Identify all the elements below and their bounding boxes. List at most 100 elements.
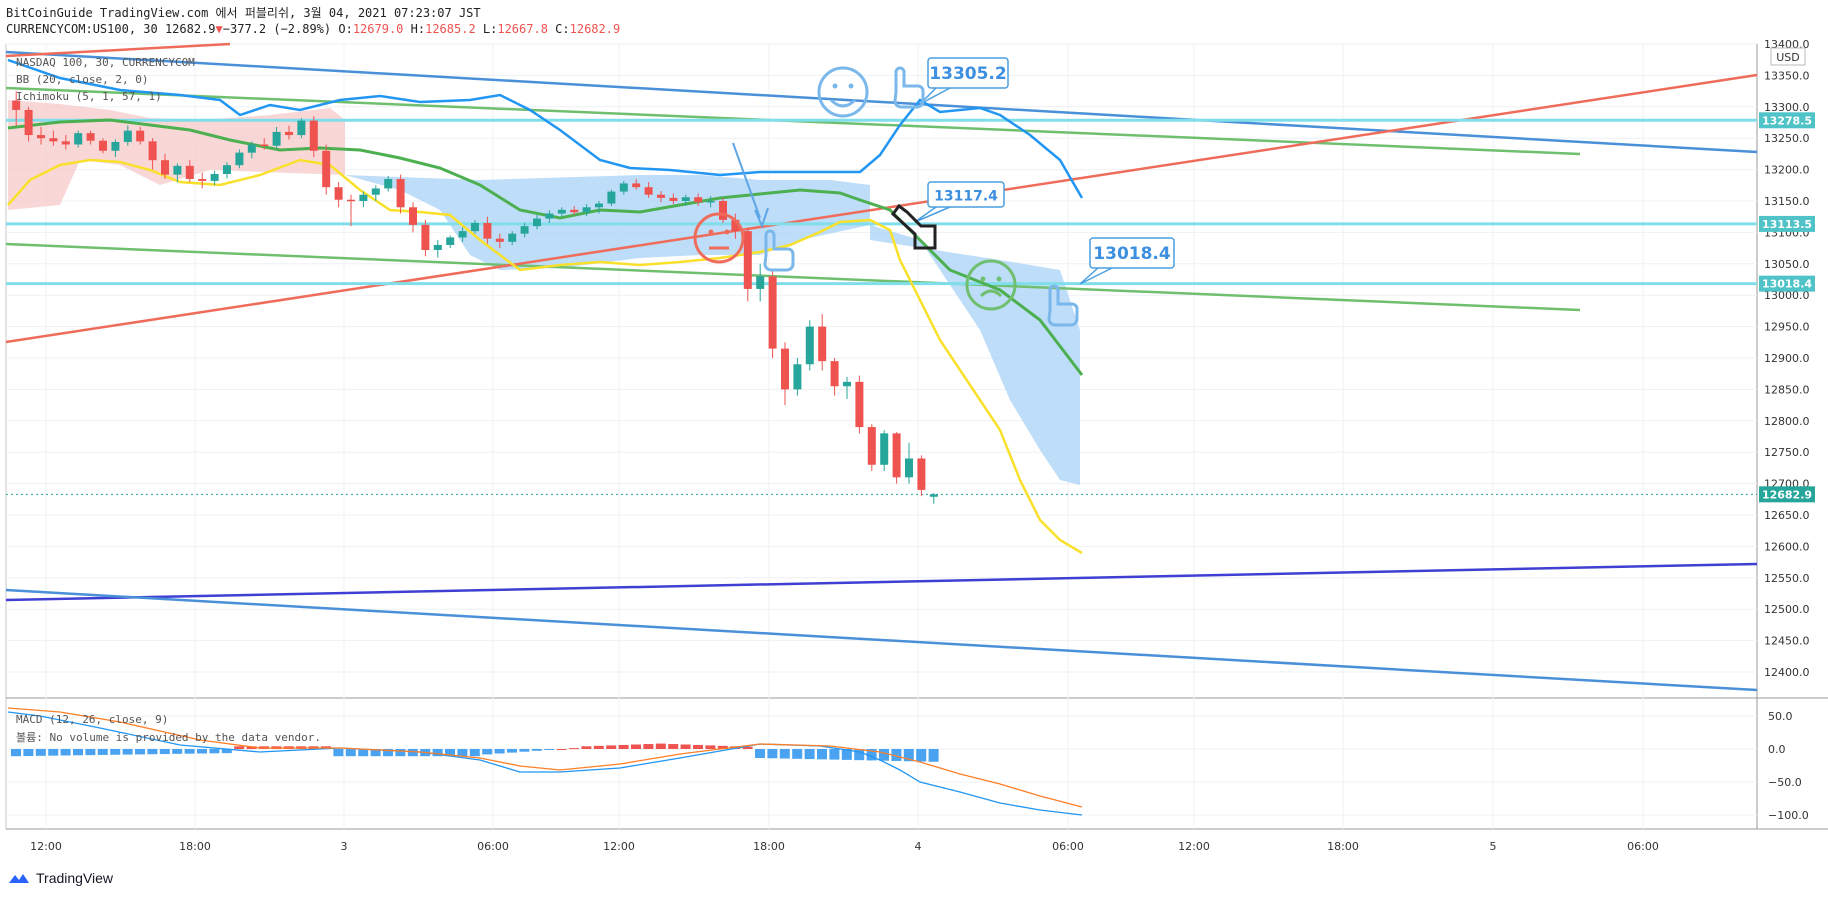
pointing-hand-icon bbox=[763, 229, 795, 272]
macd-histogram-bar bbox=[60, 749, 71, 756]
macd-histogram-bar bbox=[345, 749, 356, 757]
macd-histogram-bar bbox=[916, 749, 927, 762]
candle-body bbox=[24, 109, 33, 136]
tradingview-brand[interactable]: TradingView bbox=[8, 870, 113, 886]
low-label: L: bbox=[482, 22, 498, 36]
candle-body bbox=[607, 191, 616, 204]
candle-body bbox=[508, 233, 517, 242]
macd-histogram-bar bbox=[693, 744, 703, 749]
macd-histogram-bar bbox=[829, 749, 840, 760]
candle-body bbox=[694, 197, 703, 203]
macd-histogram-bar bbox=[593, 745, 604, 749]
legend-macd[interactable]: MACD (12, 26, close, 9) bbox=[16, 713, 169, 726]
candle-body bbox=[99, 140, 107, 151]
macd-histogram-bar bbox=[383, 749, 393, 757]
candle-body bbox=[917, 458, 926, 490]
macd-histogram-bar bbox=[172, 749, 183, 754]
high-value: 12685.2 bbox=[425, 22, 476, 36]
macd-histogram-bar bbox=[469, 749, 480, 757]
macd-histogram-bar bbox=[135, 749, 145, 755]
candle-body bbox=[272, 131, 281, 146]
price-label-text: 12682.9 bbox=[1762, 488, 1812, 501]
trendline-green-lower bbox=[5, 242, 1581, 312]
candle-body bbox=[719, 201, 727, 220]
callout-box bbox=[927, 181, 1005, 208]
macd-histogram-bar bbox=[556, 749, 567, 750]
macd-histogram-bar bbox=[23, 749, 34, 757]
candle-body bbox=[161, 160, 169, 175]
price-label-text: 13018.4 bbox=[1762, 278, 1812, 291]
candle-body bbox=[458, 231, 467, 238]
price-tick-label: 12800.0 bbox=[1764, 415, 1810, 428]
black-hand-icon bbox=[890, 203, 937, 250]
currency-box bbox=[1770, 47, 1806, 66]
candle-body bbox=[768, 276, 777, 349]
candle-body bbox=[632, 183, 641, 188]
kijun-line bbox=[7, 118, 1084, 376]
candle-body bbox=[247, 144, 256, 153]
candle-body bbox=[210, 173, 219, 181]
down-arrow-icon: ▼ bbox=[215, 22, 223, 36]
trendline-blue-lower bbox=[5, 588, 1758, 692]
macd-histogram-bar bbox=[246, 746, 257, 749]
symbol-label: CURRENCYCOM:US100, 30 bbox=[6, 22, 158, 36]
macd-histogram-bar bbox=[407, 749, 418, 757]
macd-histogram-bar bbox=[358, 749, 369, 757]
legend-bb[interactable]: BB (20, close, 2, 0) bbox=[16, 73, 149, 86]
face-eye bbox=[724, 229, 730, 235]
price-tick-label: 12600.0 bbox=[1764, 540, 1810, 553]
macd-tick-label: 0.0 bbox=[1768, 743, 1786, 756]
candle-body bbox=[111, 141, 120, 151]
price-tick-label: 13200.0 bbox=[1764, 164, 1810, 177]
time-tick-label: 18:00 bbox=[179, 840, 211, 853]
callout-tail bbox=[919, 87, 951, 105]
macd-histogram-bar bbox=[494, 749, 505, 754]
macd-histogram-bar bbox=[854, 749, 865, 761]
smiley-face-icon bbox=[817, 66, 869, 118]
macd-histogram-bar bbox=[370, 749, 381, 757]
candle-body bbox=[495, 238, 504, 242]
face-outline bbox=[817, 66, 869, 118]
callout-box bbox=[1089, 237, 1175, 269]
callout-box bbox=[927, 57, 1009, 89]
legend-ichimoku[interactable]: Ichimoku (5, 1, 57, 1) bbox=[16, 90, 162, 103]
candle-body bbox=[843, 381, 851, 387]
macd-histogram-bar bbox=[569, 748, 579, 750]
candle-body bbox=[136, 130, 145, 142]
macd-histogram-bar bbox=[35, 749, 46, 756]
candle-body bbox=[285, 131, 293, 136]
candle-body bbox=[384, 179, 393, 189]
candle-body bbox=[123, 130, 132, 142]
candle-body bbox=[61, 141, 70, 145]
legend-volume: 볼륨: No volume is provided by the data ve… bbox=[16, 731, 322, 744]
candle-body bbox=[644, 187, 653, 195]
candle-body bbox=[483, 222, 492, 239]
publish-info: BitCoinGuide TradingView.com 에서 퍼블리쉬, 3월… bbox=[6, 6, 481, 20]
candle-body bbox=[657, 194, 665, 198]
macd-histogram-bar bbox=[767, 749, 778, 759]
macd-histogram-bar bbox=[903, 749, 914, 762]
candle-body bbox=[681, 197, 690, 201]
candle-body bbox=[818, 326, 827, 362]
price-label-text: 13278.5 bbox=[1762, 114, 1812, 127]
price-tick-label: 12450.0 bbox=[1764, 635, 1810, 648]
macd-histogram-bar bbox=[581, 746, 592, 749]
candle-body bbox=[545, 213, 554, 219]
macd-histogram-bar bbox=[48, 749, 59, 756]
candle-body bbox=[223, 165, 231, 174]
brand-label: TradingView bbox=[36, 870, 114, 886]
bollinger-upper bbox=[7, 58, 1084, 199]
macd-histogram-bar bbox=[209, 749, 220, 754]
macd-line bbox=[7, 711, 1083, 816]
macd-histogram-bar bbox=[531, 749, 542, 751]
candle-body bbox=[235, 152, 244, 166]
macd-histogram-bar bbox=[234, 746, 245, 749]
legend-symbol[interactable]: NASDAQ 100, 30, CURRENCYCOM bbox=[16, 56, 195, 69]
price-label-badge bbox=[1759, 275, 1815, 292]
macd-histogram-bar bbox=[507, 749, 517, 753]
macd-histogram-bar bbox=[668, 744, 679, 749]
candle-body bbox=[471, 222, 479, 232]
candle-body bbox=[805, 326, 814, 365]
change-value: −377.2 (−2.89%) bbox=[222, 22, 332, 36]
